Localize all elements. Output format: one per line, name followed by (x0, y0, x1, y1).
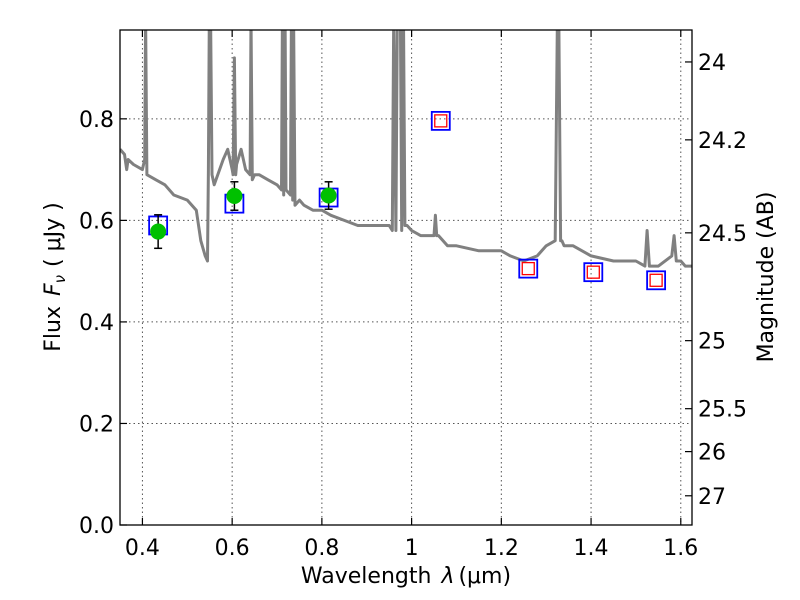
y2-tick-label: 27 (698, 485, 726, 510)
y2-tick-label: 24 (698, 51, 726, 76)
x-tick-label: 0.8 (304, 536, 339, 561)
observed-photometry-layer (150, 181, 337, 250)
y2-tick-label: 24.2 (698, 129, 747, 154)
upper-limit-box (434, 114, 448, 128)
observed-point (226, 188, 243, 205)
y-tick-label: 0.8 (79, 108, 114, 133)
grid-layer (120, 30, 692, 526)
x-tick-label: 1.4 (574, 536, 609, 561)
x-tick-label: 1.6 (663, 536, 698, 561)
y-tick-label: 0.6 (79, 209, 114, 234)
y2-tick-label: 26 (698, 441, 726, 466)
upper-limit-box (521, 261, 535, 276)
tick-layer: 0.4 0.6 0.8 1 1.2 1.4 1.6 0.0 0.2 0.4 0.6 0.8 24 24.2… (79, 30, 747, 561)
model-photometry-box (583, 262, 604, 283)
plot-frame (119, 29, 693, 526)
y2-tick-label: 25.5 (698, 398, 747, 423)
y-axis-title: FluxFν( μJy ) (41, 202, 69, 351)
y-tick-label: 0.0 (79, 514, 114, 539)
model-photometry-box (646, 270, 667, 291)
model-spectrum-line (120, 30, 692, 268)
y-tick-label: 0.2 (79, 412, 114, 437)
x-tick-label: 1 (405, 536, 419, 561)
model-photometry-box (430, 110, 451, 131)
spectrum-layer (120, 30, 692, 268)
y2-tick-label: 24.5 (698, 222, 747, 247)
y-tick-label: 0.4 (79, 311, 114, 336)
observed-point (150, 223, 167, 240)
model-photometry-layer (148, 110, 667, 291)
upper-limit-box (649, 273, 663, 287)
x-tick-label: 0.4 (125, 536, 160, 561)
y2-tick-label: 25 (698, 330, 726, 355)
x-tick-label: 1.2 (484, 536, 519, 561)
observed-point (320, 187, 337, 204)
x-axis-title: Wavelength λ (μm) (301, 564, 511, 589)
upper-limit-box (586, 265, 600, 279)
y2-axis-title: Magnitude (AB) (754, 192, 779, 363)
model-photometry-box (518, 258, 539, 279)
x-tick-label: 0.6 (215, 536, 250, 561)
